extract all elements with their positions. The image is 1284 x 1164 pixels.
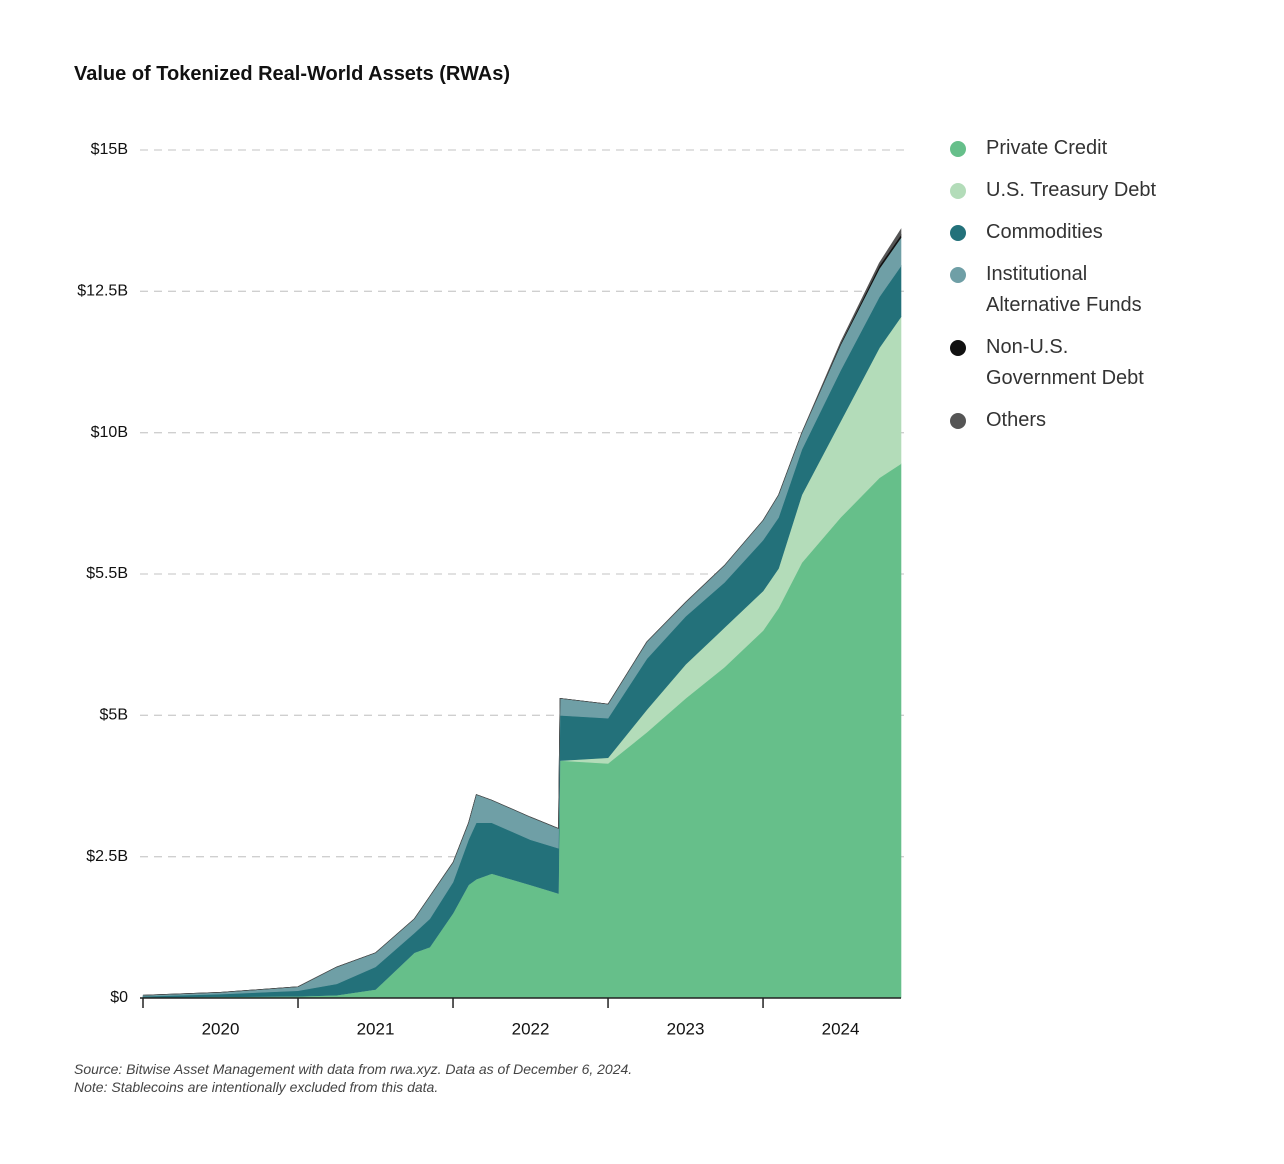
y-tick-label: $12.5B: [77, 283, 128, 300]
legend-swatch: [950, 267, 966, 283]
x-tick-label: 2021: [357, 1019, 395, 1038]
x-tick-label: 2022: [512, 1019, 550, 1038]
legend-item: Institutional Alternative Funds: [948, 259, 1166, 321]
legend-swatch: [950, 141, 966, 157]
legend-label: Institutional Alternative Funds: [986, 263, 1142, 316]
chart-title: Value of Tokenized Real-World Assets (RW…: [74, 63, 510, 85]
y-tick-label: $2.5B: [86, 848, 128, 865]
legend: Private Credit U.S. Treasury Debt Commodit…: [948, 133, 1178, 447]
x-tick-label: 2024: [822, 1019, 860, 1038]
area: [142, 228, 902, 996]
source-note: Source: Bitwise Asset Management with da…: [74, 1061, 632, 1077]
y-tick-label: $15B: [91, 141, 128, 158]
legend-swatch: [950, 340, 966, 356]
legend-label: Commodities: [986, 221, 1103, 243]
y-tick-label: $0: [110, 989, 128, 1006]
x-tick-label: 2020: [202, 1019, 240, 1038]
legend-swatch: [950, 183, 966, 199]
legend-label: Private Credit: [986, 137, 1108, 159]
legend-swatch: [950, 413, 966, 429]
legend-label: Non-U.S. Government Debt: [986, 336, 1144, 389]
y-tick-label: $5B: [100, 707, 128, 724]
x-tick-label: 2023: [667, 1019, 705, 1038]
y-tick-label: $5.5B: [86, 565, 128, 582]
legend-item: Others: [948, 405, 1166, 436]
legend-swatch: [950, 225, 966, 241]
legend-item: Commodities: [948, 217, 1166, 248]
y-tick-label: $10B: [91, 424, 128, 441]
legend-label: Others: [986, 409, 1047, 431]
legend-label: U.S. Treasury Debt: [986, 179, 1157, 201]
legend-item: Non-U.S. Government Debt: [948, 332, 1166, 394]
legend-item: U.S. Treasury Debt: [948, 175, 1166, 206]
note: Note: Stablecoins are intentionally excl…: [74, 1079, 438, 1095]
legend-item: Private Credit: [948, 133, 1166, 164]
